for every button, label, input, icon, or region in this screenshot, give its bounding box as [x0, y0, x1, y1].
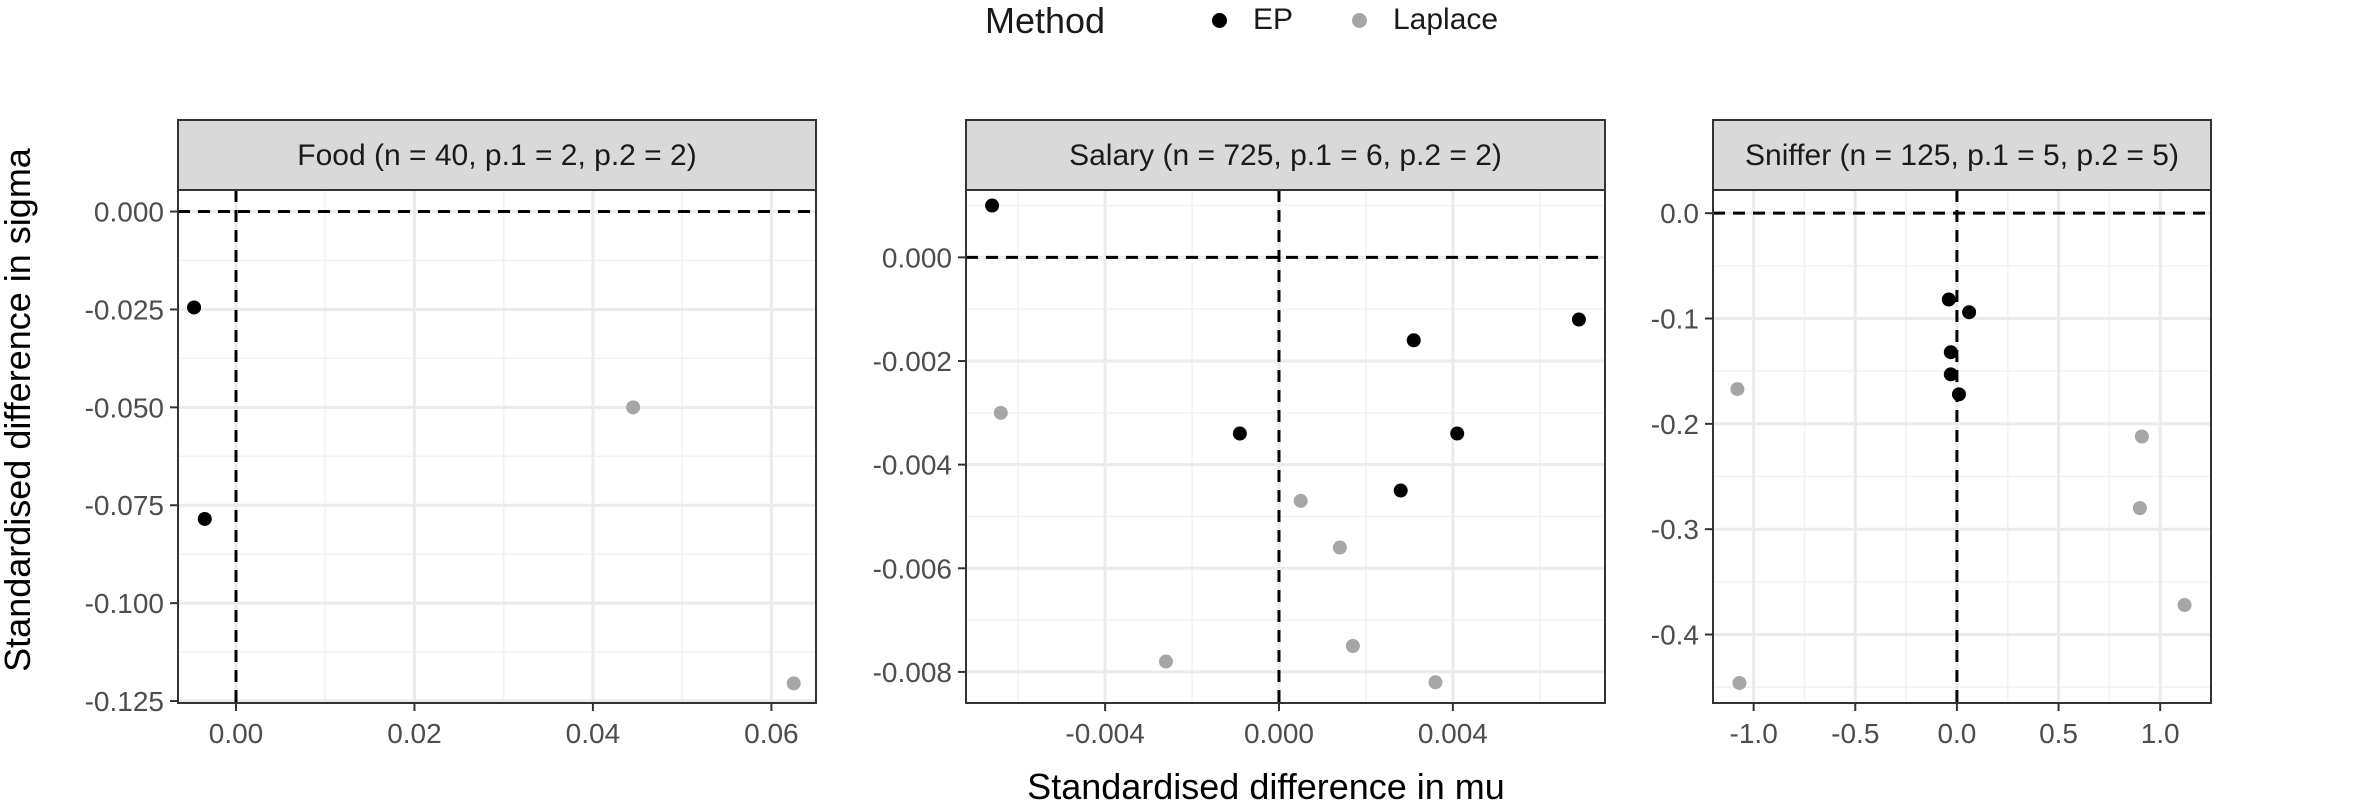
panel-title: Salary (n = 725, p.1 = 6, p.2 = 2) [1069, 139, 1502, 172]
y-tick-label: -0.2 [1651, 409, 1699, 440]
x-tick-label: 0.004 [1418, 718, 1488, 749]
y-tick-label: -0.100 [85, 588, 164, 619]
y-tick-label: 0.000 [94, 197, 164, 228]
y-tick-label: -0.002 [873, 346, 952, 377]
x-tick-label: 0.00 [209, 718, 264, 749]
series-laplace [626, 400, 801, 691]
data-point-laplace [993, 405, 1008, 420]
panel-border [965, 189, 1606, 704]
panel-title: Sniffer (n = 125, p.1 = 5, p.2 = 5) [1745, 139, 2179, 172]
data-point-laplace [786, 676, 801, 691]
panel-1: Food (n = 40, p.1 = 2, p.2 = 2) 0.000 -0.0… [85, 119, 817, 749]
panel-strip [1712, 119, 2212, 191]
panel-2: Salary (n = 725, p.1 = 6, p.2 = 2) 0.000 -… [873, 119, 1606, 749]
y-tick-label: -0.3 [1651, 514, 1699, 545]
y-tick-label: -0.075 [85, 490, 164, 521]
y-tick-label: -0.025 [85, 294, 164, 325]
data-point-laplace [1293, 493, 1308, 508]
x-tick-label: 1.0 [2141, 718, 2180, 749]
panel-title: Food (n = 40, p.1 = 2, p.2 = 2) [297, 139, 696, 172]
y-tick-label: -0.125 [85, 686, 164, 717]
data-point-ep [1232, 426, 1247, 441]
grid [1713, 190, 2211, 703]
data-point-ep [1962, 305, 1977, 320]
data-point-laplace [626, 400, 641, 415]
data-point-laplace [2132, 501, 2147, 516]
data-point-laplace [1428, 675, 1443, 690]
y-tick-label: -0.004 [873, 450, 952, 481]
legend-item-ep: EP [1212, 2, 1293, 38]
x-tick-label: 0.0 [1937, 718, 1976, 749]
x-tick-label: 0.000 [1244, 718, 1314, 749]
data-point-ep [985, 198, 1000, 213]
data-point-laplace [1732, 675, 1747, 690]
data-point-laplace [1345, 639, 1360, 653]
data-point-ep [1943, 345, 1958, 360]
panel-border [1712, 189, 2212, 704]
y-tick-label: -0.1 [1651, 304, 1699, 335]
data-point-ep [1450, 426, 1465, 441]
legend-label-ep: EP [1253, 3, 1294, 36]
x-tick-label: -0.004 [1065, 718, 1144, 749]
data-point-ep [1941, 292, 1956, 307]
y-tick-label: -0.006 [873, 553, 952, 584]
series-ep [187, 300, 212, 526]
data-point-laplace [2177, 598, 2192, 613]
y-tick-label: 0.000 [882, 242, 952, 273]
x-axis-label: Standardised difference in mu [1027, 766, 1505, 807]
legend-key-ep [1212, 12, 1227, 28]
y-tick-label: 0.0 [1660, 198, 1699, 229]
data-point-ep [197, 511, 212, 526]
data-point-ep [1393, 483, 1408, 498]
y-tick-label: -0.4 [1651, 620, 1699, 651]
data-point-ep [1951, 387, 1966, 402]
legend-key-laplace [1352, 12, 1367, 28]
x-tick-label: 0.06 [744, 718, 799, 749]
data-point-laplace [1730, 382, 1745, 397]
x-tick-label: 0.04 [566, 718, 621, 749]
data-point-ep [1943, 367, 1958, 382]
legend-label-laplace: Laplace [1393, 3, 1499, 36]
legend: Method EP Laplace [0, 0, 2355, 50]
series-ep [1941, 292, 1977, 402]
x-tick-label: -1.0 [1730, 718, 1778, 749]
panel-strip [177, 119, 817, 191]
y-axis-label: Standardised difference in sigma [0, 148, 38, 672]
data-point-laplace [1332, 540, 1347, 555]
grid [178, 190, 816, 703]
legend-item-laplace: Laplace [1352, 2, 1498, 38]
data-point-ep [1571, 312, 1586, 327]
panel-border [177, 189, 817, 704]
data-point-laplace [2134, 429, 2149, 444]
panel-strip [965, 119, 1606, 191]
grid [966, 190, 1605, 703]
x-tick-label: -0.5 [1831, 718, 1879, 749]
y-tick-label: -0.008 [873, 657, 952, 688]
y-tick-label: -0.050 [85, 392, 164, 423]
series-laplace [993, 405, 1443, 690]
data-point-ep [187, 300, 202, 315]
data-point-ep [1406, 333, 1421, 348]
series-ep [985, 198, 1586, 498]
x-tick-label: 0.02 [387, 718, 442, 749]
series-laplace [1730, 382, 2192, 690]
legend-title: Method [985, 0, 1106, 41]
panel-3: Sniffer (n = 125, p.1 = 5, p.2 = 5) 0.0 -0… [1651, 119, 2212, 749]
data-point-laplace [1158, 654, 1173, 669]
x-tick-label: 0.5 [2039, 718, 2078, 749]
